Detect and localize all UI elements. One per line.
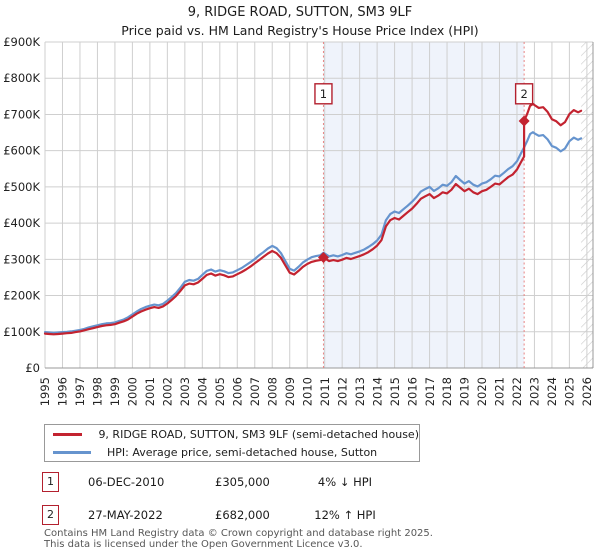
x-tick-label: 2000 <box>126 377 140 406</box>
x-tick-label: 2016 <box>405 377 419 406</box>
footer-line1: Contains HM Land Registry data © Crown c… <box>44 528 433 539</box>
x-tick-label: 1998 <box>91 377 105 406</box>
x-tick-label: 2026 <box>580 377 594 406</box>
legend-label: 9, RIDGE ROAD, SUTTON, SM3 9LF (semi-det… <box>98 428 419 441</box>
sale-callout-box <box>514 83 534 105</box>
y-tick-label: £800K <box>3 71 40 85</box>
y-tick-label: £0 <box>25 361 40 375</box>
x-tick-label: 2004 <box>196 377 210 406</box>
x-tick-label: 2013 <box>353 377 367 406</box>
sale-marker-diamond <box>317 252 329 264</box>
legend-item: HPI: Average price, semi-detached house,… <box>45 444 419 461</box>
legend-item: 9, RIDGE ROAD, SUTTON, SM3 9LF (semi-det… <box>45 426 419 443</box>
x-tick-label: 2021 <box>493 377 507 406</box>
transaction-number-badge: 2 <box>42 505 59 525</box>
x-tick-label: 2005 <box>213 377 227 406</box>
y-tick-label: £700K <box>3 107 40 121</box>
transaction-price: £682,000 <box>215 508 270 522</box>
sale-callout-label: 2 <box>520 87 527 101</box>
x-tick-label: 2012 <box>335 377 349 406</box>
legend-line-swatch <box>53 451 91 454</box>
y-tick-label: £300K <box>3 252 40 266</box>
page-subtitle: Price paid vs. HM Land Registry's House … <box>121 23 479 38</box>
transaction-date: 27-MAY-2022 <box>88 508 163 522</box>
chart-legend: 9, RIDGE ROAD, SUTTON, SM3 9LF (semi-det… <box>44 424 420 462</box>
footer-line2: This data is licensed under the Open Gov… <box>44 538 363 550</box>
x-tick-label: 1999 <box>108 377 122 406</box>
x-tick-label: 2002 <box>161 377 175 406</box>
x-tick-label: 2020 <box>475 377 489 406</box>
x-tick-label: 2011 <box>318 377 332 406</box>
ownership-shaded-span <box>323 42 525 368</box>
x-tick-label: 2023 <box>528 377 542 406</box>
license-footer: Contains HM Land Registry data © Crown c… <box>44 528 433 550</box>
x-tick-label: 2018 <box>440 377 454 406</box>
transaction-hpi-delta: 12% ↑ HPI <box>314 508 376 522</box>
sale-callout-label: 1 <box>320 87 327 101</box>
x-tick-label: 2007 <box>248 377 262 406</box>
x-tick-label: 1995 <box>38 377 52 406</box>
x-tick-label: 2003 <box>178 377 192 406</box>
x-tick-label: 2017 <box>423 377 437 406</box>
x-tick-label: 2022 <box>510 377 524 406</box>
transaction-row: 1 06-DEC-2010 £305,000 4% ↓ HPI <box>0 472 600 493</box>
sale-marker-diamond <box>518 115 530 127</box>
legend-label: HPI: Average price, semi-detached house,… <box>107 446 378 459</box>
y-tick-label: £500K <box>3 180 40 194</box>
x-tick-label: 2024 <box>545 377 559 406</box>
price-history-chart: 1 2 £0 £100K £200K £300K £400K £500K £600K £700K £… <box>3 35 594 406</box>
y-tick-label: £900K <box>3 35 40 49</box>
transaction-row: 2 27-MAY-2022 £682,000 12% ↑ HPI <box>0 505 600 526</box>
x-tick-label: 2015 <box>388 377 402 406</box>
x-tick-label: 2006 <box>230 377 244 406</box>
x-tick-label: 2025 <box>563 377 577 406</box>
x-tick-label: 2019 <box>458 377 472 406</box>
y-tick-label: £600K <box>3 144 40 158</box>
x-tick-label: 2001 <box>143 377 157 406</box>
transaction-date: 06-DEC-2010 <box>88 475 165 489</box>
sale-callout-box <box>314 83 333 105</box>
y-tick-label: £400K <box>3 216 40 230</box>
x-tick-label: 2008 <box>265 377 279 406</box>
transaction-hpi-delta: 4% ↓ HPI <box>317 475 373 489</box>
gridlines <box>44 41 593 369</box>
y-tick-label: £200K <box>3 289 40 303</box>
transaction-number-badge: 1 <box>42 472 59 492</box>
x-tick-label: 1996 <box>56 377 70 406</box>
transaction-price: £305,000 <box>215 475 270 489</box>
x-tick-label: 2010 <box>300 377 314 406</box>
page-title: 9, RIDGE ROAD, SUTTON, SM3 9LF <box>187 5 413 20</box>
x-tick-label: 1997 <box>73 377 87 406</box>
legend-line-swatch <box>53 433 83 436</box>
x-tick-label: 2014 <box>370 377 384 406</box>
x-tick-label: 2009 <box>283 377 297 406</box>
y-tick-label: £100K <box>3 325 40 339</box>
